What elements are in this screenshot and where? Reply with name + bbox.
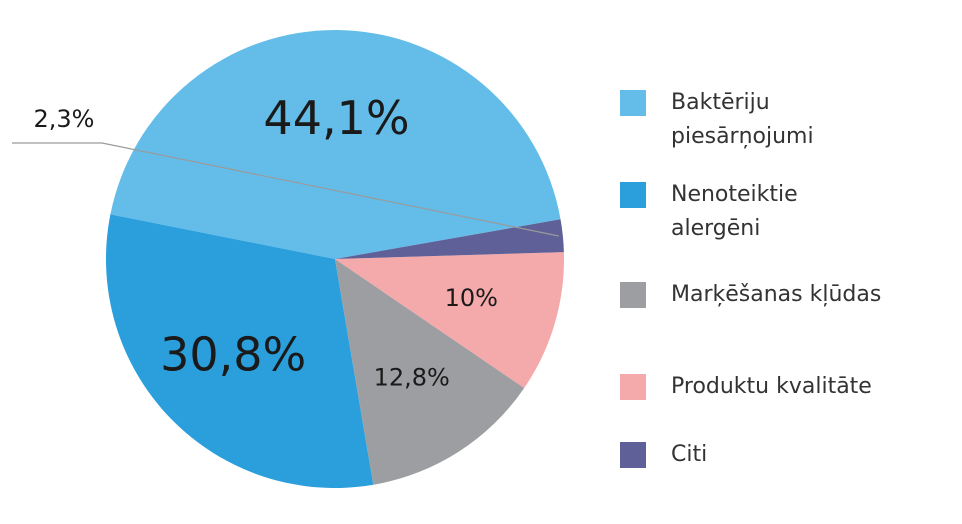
pie-slice <box>110 29 561 259</box>
legend-item: Marķēšanas kļūdas <box>620 278 891 312</box>
legend-swatch <box>620 182 646 208</box>
leader-line <box>12 142 559 237</box>
legend-swatch <box>620 90 646 116</box>
pie-slice <box>105 214 374 489</box>
legend-item: Baktēriju piesārņojumi <box>620 86 891 154</box>
legend-label: Nenoteiktie alergēni <box>671 182 798 241</box>
legend-item: Citi <box>620 438 891 472</box>
legend-swatch <box>620 282 646 308</box>
slice-value-label: 2,3% <box>34 105 95 133</box>
slice-value-label: 12,8% <box>374 364 450 392</box>
pie-slice <box>335 259 525 485</box>
legend-label: Produktu kvalitāte <box>671 374 872 399</box>
legend-item: Nenoteiktie alergēni <box>620 178 891 246</box>
pie-slice <box>335 252 565 388</box>
legend-label: Baktēriju piesārņojumi <box>671 90 814 149</box>
legend-item: Produktu kvalitāte <box>620 370 891 404</box>
legend-swatch <box>620 374 646 400</box>
slice-value-label: 44,1% <box>263 91 409 145</box>
legend-swatch <box>620 442 646 468</box>
pie-slice <box>335 219 564 259</box>
legend-label: Marķēšanas kļūdas <box>671 282 882 307</box>
slice-value-label: 10% <box>445 284 498 312</box>
slice-value-label: 30,8% <box>160 328 306 382</box>
legend-label: Citi <box>671 442 708 467</box>
